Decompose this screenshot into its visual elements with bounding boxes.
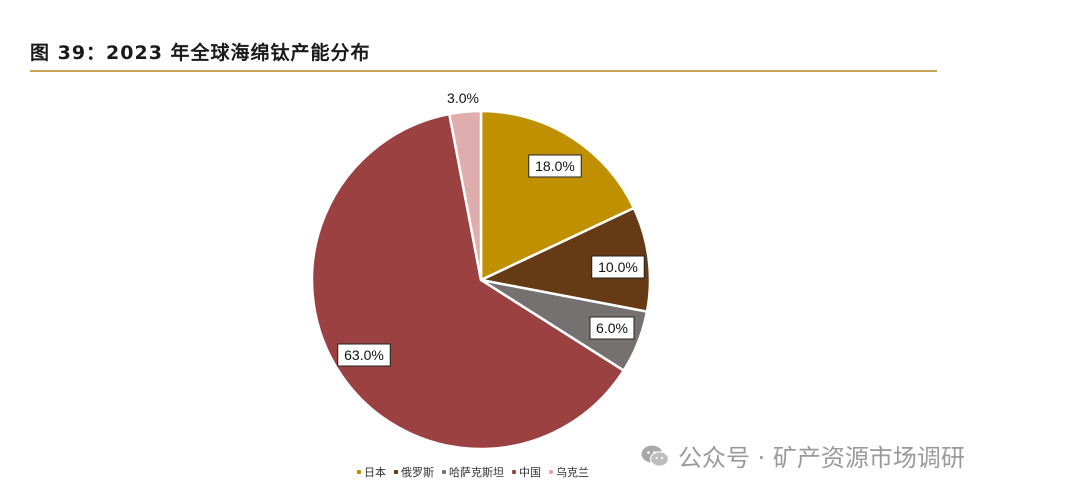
data-label: 63.0% — [344, 347, 384, 363]
legend-label: 俄罗斯 — [401, 466, 434, 479]
legend-label: 日本 — [364, 466, 386, 479]
legend-item: 乌克兰 — [549, 464, 589, 480]
legend-swatch — [357, 470, 361, 474]
title-divider — [30, 70, 937, 72]
pie-slice — [476, 206, 652, 314]
data-label-box — [589, 316, 635, 340]
data-label: 6.0% — [596, 320, 628, 336]
legend-swatch — [549, 470, 553, 474]
data-label: 3.0% — [447, 90, 479, 106]
pie-slice — [447, 109, 483, 281]
legend-swatch — [512, 470, 516, 474]
page-title: 图 39：2023 年全球海绵钛产能分布 — [30, 42, 371, 64]
wechat-icon — [641, 445, 670, 467]
legend-item: 中国 — [512, 464, 541, 480]
pie-slice — [479, 109, 636, 282]
data-label-box — [528, 154, 582, 178]
data-label: 10.0% — [598, 259, 638, 275]
legend-label: 中国 — [519, 466, 541, 479]
data-label-box — [337, 343, 391, 367]
legend-swatch — [442, 470, 446, 474]
chart-legend: 日本 俄罗斯 哈萨克斯坦 中国 乌克兰 — [357, 464, 589, 480]
legend-swatch — [394, 470, 398, 474]
legend-item: 俄罗斯 — [394, 464, 434, 480]
watermark-text: 公众号 · 矿产资源市场调研 — [678, 444, 965, 472]
data-label: 18.0% — [535, 158, 575, 174]
legend-label: 哈萨克斯坦 — [449, 466, 504, 479]
legend-label: 乌克兰 — [556, 466, 589, 479]
data-label-box — [591, 255, 645, 279]
watermark: 公众号 · 矿产资源市场调研 — [640, 438, 965, 473]
legend-item: 日本 — [357, 464, 386, 480]
legend-item: 哈萨克斯坦 — [442, 464, 504, 480]
